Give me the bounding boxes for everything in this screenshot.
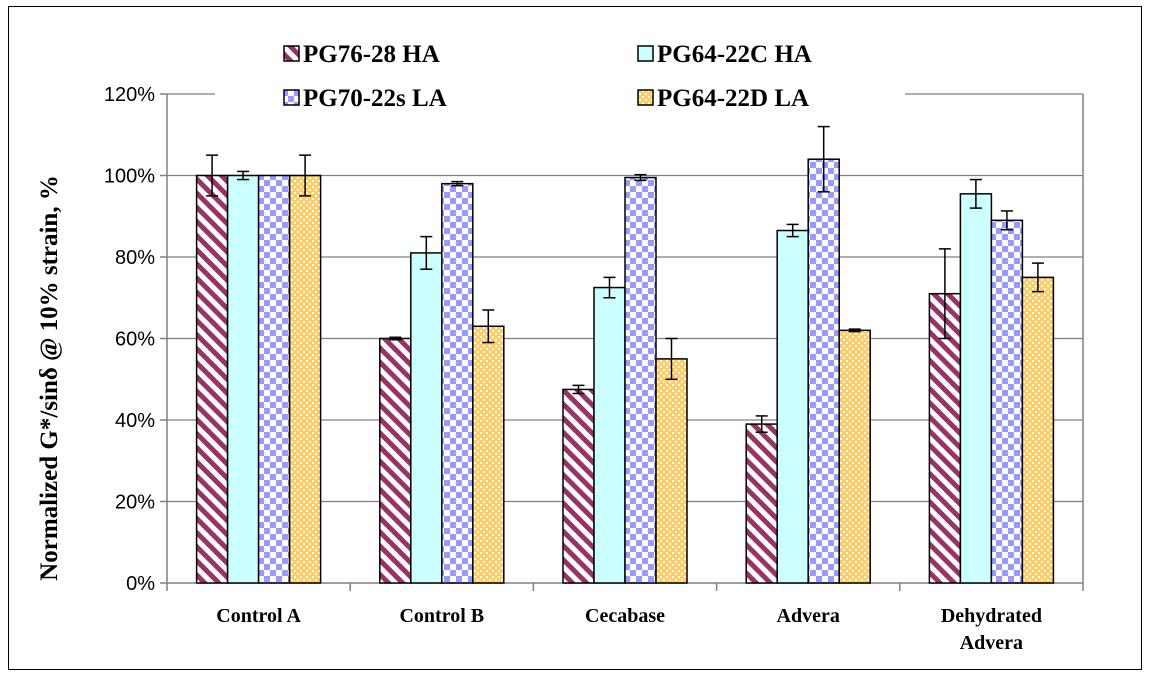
bar: [776, 229, 809, 584]
category-labels: Control A Control B Cecabase Advera Dehydrat…: [216, 605, 1042, 654]
legend: PG76-28 HA PG64-22C HA PG70-22s LA PG64-22D…: [215, 30, 905, 125]
category-label: Advera: [960, 632, 1023, 654]
bar: [1021, 276, 1055, 584]
legend-background: [215, 30, 905, 125]
y-tick-label: 60%: [115, 329, 155, 351]
y-tick-labels: 0% 20% 40% 60% 80% 100% 120%: [104, 84, 155, 595]
category-label: Advera: [777, 605, 840, 627]
legend-swatch: [283, 45, 300, 62]
legend-label: PG64-22C HA: [657, 41, 812, 68]
y-tick-label: 40%: [115, 410, 155, 432]
bar: [379, 337, 412, 584]
y-tick-label: 80%: [115, 247, 155, 269]
y-tick-label: 100%: [104, 166, 155, 188]
category-label: Cecabase: [585, 605, 665, 627]
y-tick-label: 20%: [115, 492, 155, 514]
bar: [472, 325, 505, 584]
category-label: Control A: [216, 605, 301, 627]
legend-label: PG70-22s LA: [303, 85, 447, 112]
bar: [807, 158, 840, 584]
y-axis-label: Normalized G*/sinδ @ 10% strain, %: [36, 175, 63, 581]
bar: [441, 182, 474, 584]
legend-swatch: [637, 89, 654, 106]
bars: [195, 158, 1055, 584]
y-tick-label: 120%: [104, 84, 155, 106]
bar: [195, 174, 229, 584]
legend-label: PG64-22D LA: [657, 85, 809, 112]
bar: [745, 423, 778, 584]
bar: [257, 174, 291, 584]
bar: [990, 219, 1024, 584]
bar: [838, 329, 871, 584]
bar: [959, 193, 993, 584]
category-label: Dehydrated: [941, 605, 1042, 627]
bar: [624, 176, 657, 584]
bar: [655, 358, 688, 584]
legend-swatch: [637, 45, 654, 62]
bar: [410, 252, 443, 584]
error-bars: [206, 125, 1044, 433]
category-label: Control B: [399, 605, 484, 627]
bar: [562, 388, 595, 584]
bar: [226, 174, 260, 584]
bar: [288, 174, 322, 584]
legend-swatch: [283, 89, 300, 106]
legend-label: PG76-28 HA: [303, 41, 440, 68]
bar: [593, 286, 626, 584]
y-tick-label: 0%: [126, 573, 155, 595]
